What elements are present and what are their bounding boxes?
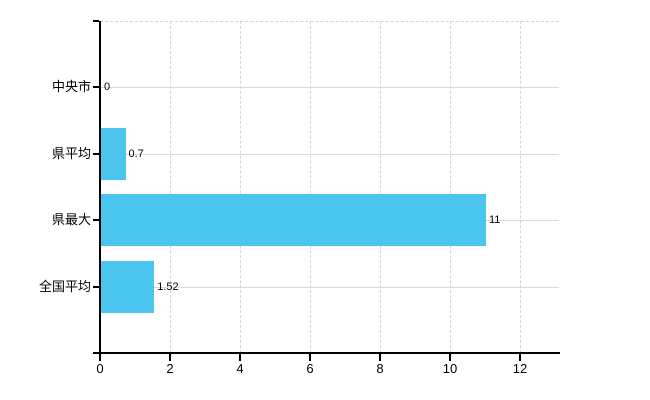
category-label: 中央市 [51,79,91,95]
x-tick-label: 0 [96,361,104,376]
y-axis-tick [93,86,99,89]
x-tick-label: 12 [512,361,528,376]
y-axis-line [99,21,101,353]
y-axis-top-tick [93,20,99,22]
category-label: 県最大 [51,212,91,228]
vertical-gridline [450,21,451,353]
bar-全国平均 [101,260,155,313]
bar-value-label: 0.7 [128,147,144,160]
x-tick-label: 8 [376,361,384,376]
y-axis-tick [93,152,99,155]
bar-県最大 [101,194,486,247]
vertical-gridline [240,21,241,353]
x-tick-label: 4 [236,361,244,376]
x-axis-tick [519,354,521,361]
y-axis-tick [93,219,99,222]
x-axis-tick [239,354,241,361]
bar-value-label: 0 [104,81,111,94]
category-label: 県平均 [51,145,91,161]
x-axis-tick [309,354,311,361]
x-axis-line [93,352,560,354]
bar-value-label: 1.52 [157,280,179,293]
category-label: 全国平均 [38,278,91,294]
bar-value-label: 11 [489,214,501,227]
vertical-gridline [520,21,521,353]
category-gridline [100,153,559,155]
x-tick-label: 2 [166,361,174,376]
y-axis-tick [93,285,99,288]
x-axis-tick [449,354,451,361]
top-gridline [100,21,559,22]
x-axis-tick [99,354,101,361]
category-gridline [100,87,559,89]
vertical-gridline [310,21,311,353]
category-gridline [100,286,559,288]
x-tick-label: 10 [442,361,458,376]
x-tick-label: 6 [306,361,314,376]
vertical-gridline [170,21,171,353]
bar-県平均 [101,127,126,180]
x-axis-tick [379,354,381,361]
vertical-gridline [380,21,381,353]
x-axis-tick [169,354,171,361]
